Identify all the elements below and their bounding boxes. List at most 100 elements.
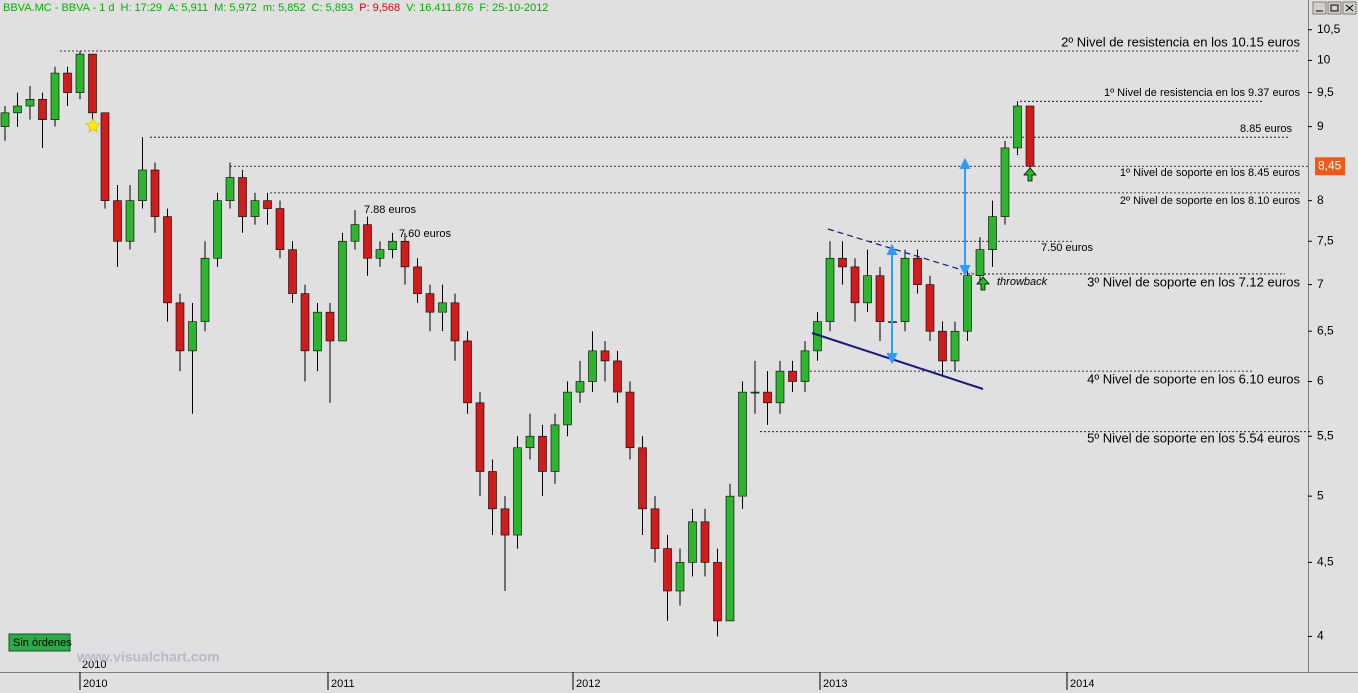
up-arrow xyxy=(1023,167,1037,182)
candle-body xyxy=(463,340,472,404)
price-tag xyxy=(1315,157,1345,176)
candle-body xyxy=(563,391,572,426)
candle-body xyxy=(113,200,122,242)
candle-body xyxy=(588,350,597,382)
candle-body xyxy=(788,370,797,382)
header-label: P: xyxy=(359,2,369,14)
candle-body xyxy=(850,266,860,304)
candle-body xyxy=(250,200,260,217)
candle-body xyxy=(925,284,935,332)
candle-body xyxy=(263,200,272,209)
x-tick-label: 2010 xyxy=(83,678,107,690)
candle-body xyxy=(100,112,110,201)
candle-body xyxy=(950,330,960,362)
level-label: 7.50 euros xyxy=(1041,242,1093,254)
candle-body xyxy=(625,391,635,449)
minimize-button[interactable] xyxy=(1312,1,1327,15)
y-tick-label: 8 xyxy=(1317,193,1324,207)
candle-body xyxy=(38,98,47,120)
y-tick-label: 4 xyxy=(1317,629,1324,643)
header-value: 5,893 xyxy=(326,2,354,14)
level-label: 2º Nivel de soporte en los 8.10 euros xyxy=(1120,195,1301,207)
candle-body xyxy=(238,177,247,217)
x-tick-label: 2013 xyxy=(823,678,847,690)
candle-body xyxy=(188,321,197,352)
status-box xyxy=(8,633,71,652)
star-marker xyxy=(85,117,101,133)
header: BBVA.MC - BBVA - 1 d H: 17:29 A: 5,911 M: 5,97… xyxy=(3,2,548,14)
candle-body xyxy=(488,471,497,510)
candle-body xyxy=(200,257,210,322)
candle-body xyxy=(863,275,872,304)
candle-body xyxy=(838,257,847,268)
watermark: www.visualchart.com xyxy=(76,649,220,665)
candle-body xyxy=(63,72,72,93)
candle-body xyxy=(775,370,785,404)
candle-body xyxy=(1013,105,1022,149)
candle-body xyxy=(538,435,547,472)
candle-body xyxy=(913,257,922,285)
candle-body xyxy=(88,53,97,114)
candle-body xyxy=(438,302,447,313)
plot: 4 4,5 5 5,5 6 6,5 7 7,5 8 9 9,5 10 10,5 2010 2011 2012 2… xyxy=(0,22,1345,690)
candle-body xyxy=(175,302,185,352)
candle-body xyxy=(400,240,410,268)
y-tick-label: 5,5 xyxy=(1317,428,1334,442)
header-value: 17:29 xyxy=(134,2,162,14)
candle-body xyxy=(13,105,22,114)
status: Sin órdenes xyxy=(13,637,72,649)
level-label: 1º Nivel de soporte en los 8.45 euros xyxy=(1120,167,1301,179)
measure-arrow xyxy=(886,157,971,365)
candle-body xyxy=(963,275,972,332)
candle-body xyxy=(1025,105,1035,167)
candle-body xyxy=(800,350,810,382)
level-label: 3º Nivel de soporte en los 7.12 euros xyxy=(1087,274,1300,289)
x-tick-label: 2011 xyxy=(331,678,355,690)
candle-body xyxy=(325,311,335,342)
candle-body xyxy=(363,224,372,259)
candle-body xyxy=(75,53,85,93)
annotation: throwback xyxy=(997,276,1048,288)
header-label: M: xyxy=(214,2,226,14)
up-arrow xyxy=(976,276,990,291)
y-tick-label: 9 xyxy=(1317,119,1324,133)
annotation: 7.60 euros xyxy=(399,228,451,240)
candle-body xyxy=(938,330,947,362)
maximize-button[interactable] xyxy=(1327,1,1342,15)
header-value: 25-10-2012 xyxy=(492,2,548,14)
trend-line xyxy=(827,228,973,274)
candle-body xyxy=(975,249,985,276)
candle-body xyxy=(425,293,435,313)
candle-body xyxy=(450,302,460,342)
window-buttons xyxy=(1312,1,1357,15)
candle-body xyxy=(288,249,297,294)
candle-body xyxy=(150,169,160,217)
candle-body xyxy=(350,224,360,242)
candle-body xyxy=(225,177,235,201)
icon xyxy=(1345,4,1354,12)
level-label: 4º Nivel de soporte en los 6.10 euros xyxy=(1087,371,1300,386)
candle-body xyxy=(25,98,35,107)
candle-body xyxy=(163,216,172,304)
header-value: 16.411.876 xyxy=(419,2,473,14)
level-label: 1º Nivel de resistencia en los 9.37 euro… xyxy=(1104,87,1301,99)
header-label: V: xyxy=(406,2,416,14)
x-tick-label: 2014 xyxy=(1070,678,1094,690)
candle-body xyxy=(763,391,772,404)
candle-body xyxy=(388,240,397,250)
candle-body xyxy=(688,521,697,563)
header-value: 9,568 xyxy=(373,2,401,14)
candle-body xyxy=(875,275,885,322)
candle-body xyxy=(675,562,685,592)
y-tick-label: 7,5 xyxy=(1317,233,1334,247)
candle-body xyxy=(125,200,135,242)
candle-body xyxy=(900,257,910,322)
candle-body xyxy=(275,208,285,250)
price-tag-label: 8,45 xyxy=(1318,158,1342,172)
candle-body xyxy=(613,360,622,393)
candle-body xyxy=(575,381,585,393)
candle-body xyxy=(0,112,10,127)
icon xyxy=(1330,4,1339,12)
level-label: 8.85 euros xyxy=(1240,123,1292,135)
y-tick-label: 9,5 xyxy=(1317,85,1334,99)
